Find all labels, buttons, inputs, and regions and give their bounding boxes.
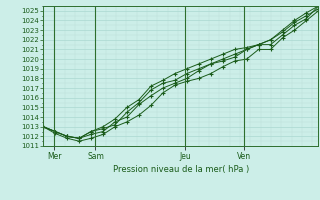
X-axis label: Pression niveau de la mer( hPa ): Pression niveau de la mer( hPa ) — [113, 165, 249, 174]
